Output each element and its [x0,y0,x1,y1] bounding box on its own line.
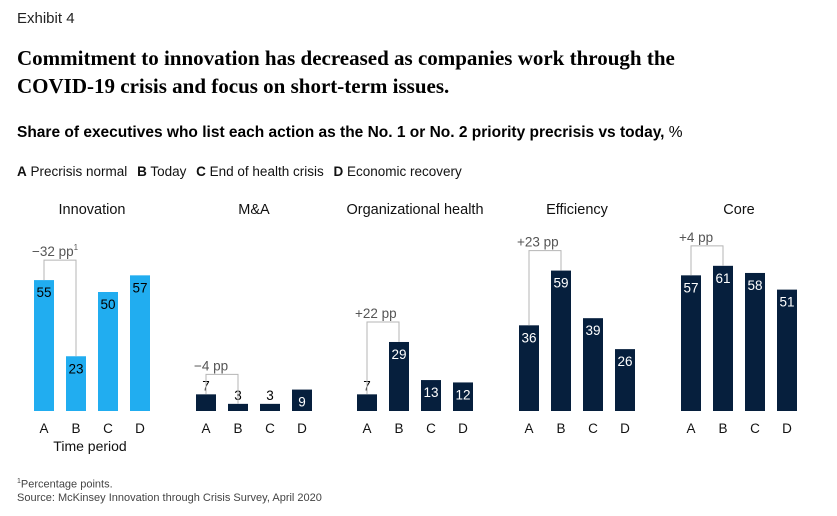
panel-title-innovation: Innovation [59,202,126,218]
bar-label-innovation-d: 57 [132,280,147,295]
bar-organizational-health-c [421,380,441,411]
bar-m-a-c [260,403,280,411]
bar-organizational-health-d [453,382,473,411]
bar-innovation-c [98,292,118,411]
bar-label-efficiency-b: 59 [553,276,568,291]
category-label-organizational-health-b: B [394,421,403,436]
annotation-core: +4 pp [679,230,713,245]
category-label-core-a: A [686,421,695,436]
annotation-m-a: −4 pp [194,358,228,373]
bar-core-a [681,275,701,411]
category-label-m-a-a: A [201,421,210,436]
bar-core-b [713,265,733,411]
panel-title-m-a: M&A [238,202,270,218]
bar-label-organizational-health-b: 29 [391,347,406,362]
bracket-organizational-health [366,321,400,395]
bar-label-organizational-health-d: 12 [455,387,470,402]
annotation-footnote-marker: 1 [74,243,79,252]
category-label-organizational-health-a: A [362,421,371,436]
bar-label-organizational-health-c: 13 [423,385,438,400]
category-label-m-a-d: D [297,421,307,436]
annotation-organizational-health: +22 pp [355,306,397,321]
legend-item-d: D Economic recovery [333,164,462,179]
bar-efficiency-c [583,318,603,411]
bar-efficiency-a [519,325,539,411]
bar-innovation-b [66,356,86,411]
bracket-m-a [205,373,239,404]
panel-title-efficiency: Efficiency [546,202,609,218]
bar-m-a-d [292,389,312,411]
category-label-core-b: B [718,421,727,436]
bar-label-core-b: 61 [715,271,730,286]
x-axis-label: Time period [53,438,126,454]
bar-m-a-b [228,403,248,411]
bar-efficiency-b [551,270,571,411]
headline-line-2: COVID-19 crisis and focus on short-term … [17,74,450,98]
panel-title-core: Core [723,202,754,218]
legend-item-a: A Precrisis normal [17,164,128,179]
bar-organizational-health-b [389,341,409,411]
bar-label-core-d: 51 [779,295,794,310]
bar-label-innovation-c: 50 [100,297,115,312]
category-label-efficiency-b: B [556,421,565,436]
bar-label-m-a-c: 3 [266,388,274,403]
panel-title-organizational-health: Organizational health [346,202,483,218]
category-label-innovation-d: D [135,421,145,436]
footnote: 1Percentage points. Source: McKinsey Inn… [17,475,322,505]
bar-label-core-c: 58 [747,278,762,293]
subtitle-text: Share of executives who list each action… [17,124,665,141]
legend-item-c: C End of health crisis [196,164,324,179]
category-label-efficiency-c: C [588,421,598,436]
category-label-efficiency-d: D [620,421,630,436]
bracket-efficiency [528,250,562,326]
category-label-m-a-c: C [265,421,275,436]
legend-item-b: B Today [137,164,187,179]
bar-organizational-health-a [357,394,377,411]
footnote-note: 1Percentage points. [17,478,113,491]
bar-label-efficiency-a: 36 [521,330,536,345]
legend: A Precrisis normal B Today C End of heal… [17,164,468,179]
footnote-source: Source: McKinsey Innovation through Cris… [17,491,322,504]
bracket-innovation [43,259,77,357]
bar-efficiency-d [615,349,635,411]
category-label-innovation-b: B [71,421,80,436]
headline-line-1: Commitment to innovation has decreased a… [17,46,675,70]
category-label-core-d: D [782,421,792,436]
bar-label-core-a: 57 [683,280,698,295]
bar-label-innovation-b: 23 [68,361,83,376]
category-label-innovation-a: A [39,421,48,436]
bar-m-a-a [196,394,216,411]
category-label-core-c: C [750,421,760,436]
annotation-efficiency: +23 pp [517,235,559,250]
exhibit-label: Exhibit 4 [17,10,75,27]
subtitle-unit: % [664,124,683,141]
category-label-efficiency-a: A [524,421,533,436]
annotation-innovation: −32 pp1 [32,243,79,259]
chart-headline: Commitment to innovation has decreased a… [17,44,817,100]
chart-subtitle: Share of executives who list each action… [17,124,683,142]
bar-label-m-a-d: 9 [298,395,306,410]
bar-core-d [777,289,797,411]
bar-label-efficiency-c: 39 [585,323,600,338]
bracket-core [690,245,724,276]
category-label-m-a-b: B [233,421,242,436]
bar-label-efficiency-d: 26 [617,354,632,369]
category-label-organizational-health-c: C [426,421,436,436]
bar-innovation-d [130,275,150,411]
bar-core-c [745,272,765,411]
category-label-organizational-health-d: D [458,421,468,436]
category-label-innovation-c: C [103,421,113,436]
bar-label-innovation-a: 55 [36,285,51,300]
bar-innovation-a [34,280,54,411]
